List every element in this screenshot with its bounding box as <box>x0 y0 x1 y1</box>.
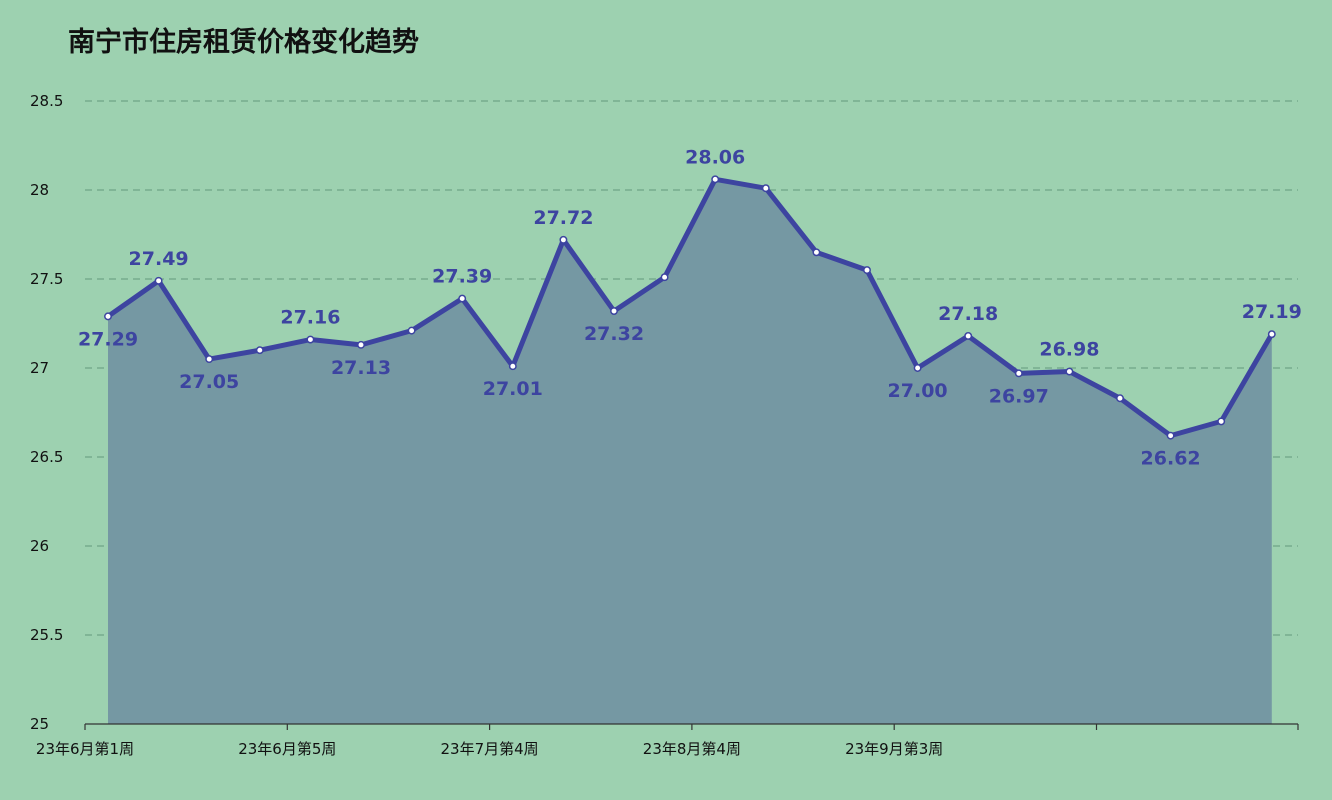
data-label: 27.39 <box>432 266 492 288</box>
data-point <box>711 175 720 184</box>
data-point <box>205 355 214 364</box>
y-tick-label: 25 <box>30 715 49 733</box>
data-label: 27.72 <box>533 207 593 229</box>
y-tick-label: 26 <box>30 537 49 555</box>
x-tick-label: 23年9月第3周 <box>845 740 943 758</box>
data-point <box>559 235 568 244</box>
x-tick-label: 23年7月第4周 <box>441 740 539 758</box>
data-points <box>104 175 1276 440</box>
data-label: 27.18 <box>938 303 998 325</box>
data-point <box>255 346 264 355</box>
data-point <box>964 332 973 340</box>
x-tick-label: 23年6月第1周 <box>36 740 134 758</box>
data-point <box>761 184 770 193</box>
data-point <box>1267 330 1276 339</box>
data-label: 26.98 <box>1039 339 1099 361</box>
data-point <box>1116 394 1124 403</box>
data-point <box>863 266 871 275</box>
data-label: 26.62 <box>1141 448 1201 470</box>
series-line-path <box>105 176 1275 439</box>
data-point <box>407 326 416 335</box>
data-labels: 27.29 27.49 27.05 27.16 27.13 27.39 27.01 27.72… <box>78 146 1302 469</box>
data-label: 27.16 <box>280 307 340 329</box>
data-point <box>1166 431 1175 440</box>
data-point <box>306 335 315 344</box>
data-label: 27.29 <box>78 328 138 350</box>
area-fill <box>108 179 1272 724</box>
y-tick-label: 27.5 <box>30 270 63 288</box>
data-point <box>508 362 517 371</box>
data-label: 27.00 <box>888 380 948 402</box>
y-tick-label: 28.5 <box>30 92 63 110</box>
data-label: 27.32 <box>584 323 644 345</box>
data-point <box>104 312 112 321</box>
axes: 25 25.5 26 26.5 27 27.5 28 28.5 23年6月第1周 23年6月第5周… <box>30 92 1299 758</box>
data-point <box>1217 417 1226 426</box>
y-tick-label: 26.5 <box>30 448 63 466</box>
series-line <box>105 176 1275 439</box>
chart-title: 南宁市住房租赁价格变化趋势 <box>68 27 419 58</box>
data-label: 27.19 <box>1242 301 1302 323</box>
data-point <box>357 340 365 349</box>
data-point <box>1065 367 1074 376</box>
data-point <box>1014 369 1023 378</box>
data-point <box>458 294 467 303</box>
data-label: 27.49 <box>129 248 189 270</box>
data-point <box>154 276 163 285</box>
data-label: 26.97 <box>989 385 1049 407</box>
data-point <box>610 307 618 315</box>
y-tick-label: 25.5 <box>30 626 63 644</box>
y-tick-label: 28 <box>30 181 49 199</box>
data-label: 27.13 <box>331 357 391 379</box>
data-label: 27.05 <box>179 371 239 393</box>
data-label: 28.06 <box>685 146 745 168</box>
area-region <box>108 179 1272 724</box>
data-point <box>660 273 669 282</box>
y-tick-label: 27 <box>30 359 49 377</box>
x-tick-label: 23年8月第4周 <box>643 740 741 758</box>
data-point <box>913 364 922 372</box>
data-label: 27.01 <box>483 378 543 400</box>
x-tick-label: 23年6月第5周 <box>238 740 336 758</box>
data-point <box>812 248 821 257</box>
